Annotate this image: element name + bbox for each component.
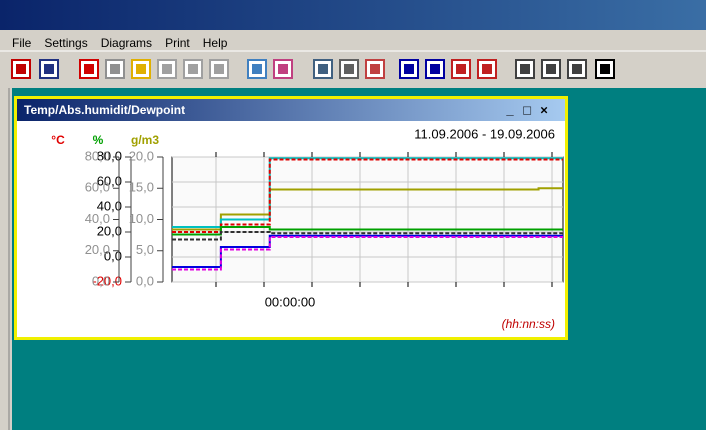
y-tick-label: 20,0 xyxy=(129,148,154,163)
series-line xyxy=(172,234,563,268)
y-tick-label: 20,0 xyxy=(85,242,110,257)
toolbar xyxy=(11,59,615,79)
toolbar-icon xyxy=(370,64,380,74)
series-line xyxy=(172,158,563,233)
toolbar-icon xyxy=(16,64,26,74)
toolbar-icon xyxy=(456,64,466,74)
toolbar-icon xyxy=(252,64,262,74)
axis-unit: % xyxy=(93,133,104,147)
y-tick-label: 80,0 xyxy=(85,148,110,163)
y-tick-label: 60,0 xyxy=(85,180,110,195)
y-tick-label: 5,0 xyxy=(136,242,154,257)
y-tick-label: 20,0 xyxy=(97,223,122,238)
window-button[interactable]: × xyxy=(540,102,548,117)
toolbar-icon xyxy=(278,64,288,74)
y-tick-label: 40,0 xyxy=(85,211,110,226)
x-unit: (hh:nn:ss) xyxy=(502,317,555,331)
series-line xyxy=(172,226,563,236)
toolbar-icon xyxy=(520,64,530,74)
y-tick-label: 80,0 xyxy=(97,148,122,163)
toolbar-icon xyxy=(214,64,224,74)
series-line xyxy=(172,187,563,231)
series-line xyxy=(172,157,563,228)
toolbar-icon xyxy=(600,64,610,74)
toolbar-icon xyxy=(136,64,146,74)
y-tick-label: 60,0 xyxy=(97,173,122,188)
toolbar-icon xyxy=(162,64,172,74)
series-line xyxy=(172,231,563,241)
window-buttons: _ □ × xyxy=(505,102,548,117)
left-strip xyxy=(0,88,12,430)
menu-bar: File Settings Diagrams Print Help xyxy=(12,36,228,50)
toolbar-icon xyxy=(482,64,492,74)
window-button[interactable]: _ xyxy=(505,102,514,117)
y-tick-label: -20,0 xyxy=(92,273,122,288)
toolbar-icon xyxy=(430,64,440,74)
date-range: 11.09.2006 - 19.09.2006 xyxy=(414,126,555,141)
x-tick-label: 00:00:00 xyxy=(265,294,316,309)
menu-item[interactable]: Settings xyxy=(44,36,87,50)
toolbar-icon xyxy=(84,64,94,74)
toolbar-icon xyxy=(344,64,354,74)
menu-item[interactable]: Print xyxy=(165,36,190,50)
toolbar-icon xyxy=(110,64,120,74)
toolbar-icon xyxy=(318,64,328,74)
menu-item[interactable]: Diagrams xyxy=(101,36,152,50)
window-button[interactable]: □ xyxy=(523,102,531,117)
menu-item[interactable]: Help xyxy=(203,36,228,50)
y-tick-label: 0,0 xyxy=(92,273,110,288)
app-title-bar xyxy=(0,0,706,30)
toolbar-icon xyxy=(188,64,198,74)
y-tick-label: 10,0 xyxy=(129,211,154,226)
y-tick-label: 40,0 xyxy=(97,198,122,213)
axis-unit: g/m3 xyxy=(131,133,159,147)
y-tick-label: 0,0 xyxy=(104,248,122,263)
toolbar-icon xyxy=(44,64,54,74)
toolbar-icon xyxy=(404,64,414,74)
toolbar-icon xyxy=(546,64,556,74)
toolbar-icon xyxy=(572,64,582,74)
menu-item[interactable]: File xyxy=(12,36,32,50)
y-tick-label: 0,0 xyxy=(136,273,154,288)
axis-unit: °C xyxy=(51,133,65,147)
series-line xyxy=(172,236,563,271)
window-title-bar xyxy=(17,99,565,121)
window-title: Temp/Abs.humidit/Dewpoint xyxy=(24,103,185,117)
y-tick-label: 15,0 xyxy=(129,180,154,195)
